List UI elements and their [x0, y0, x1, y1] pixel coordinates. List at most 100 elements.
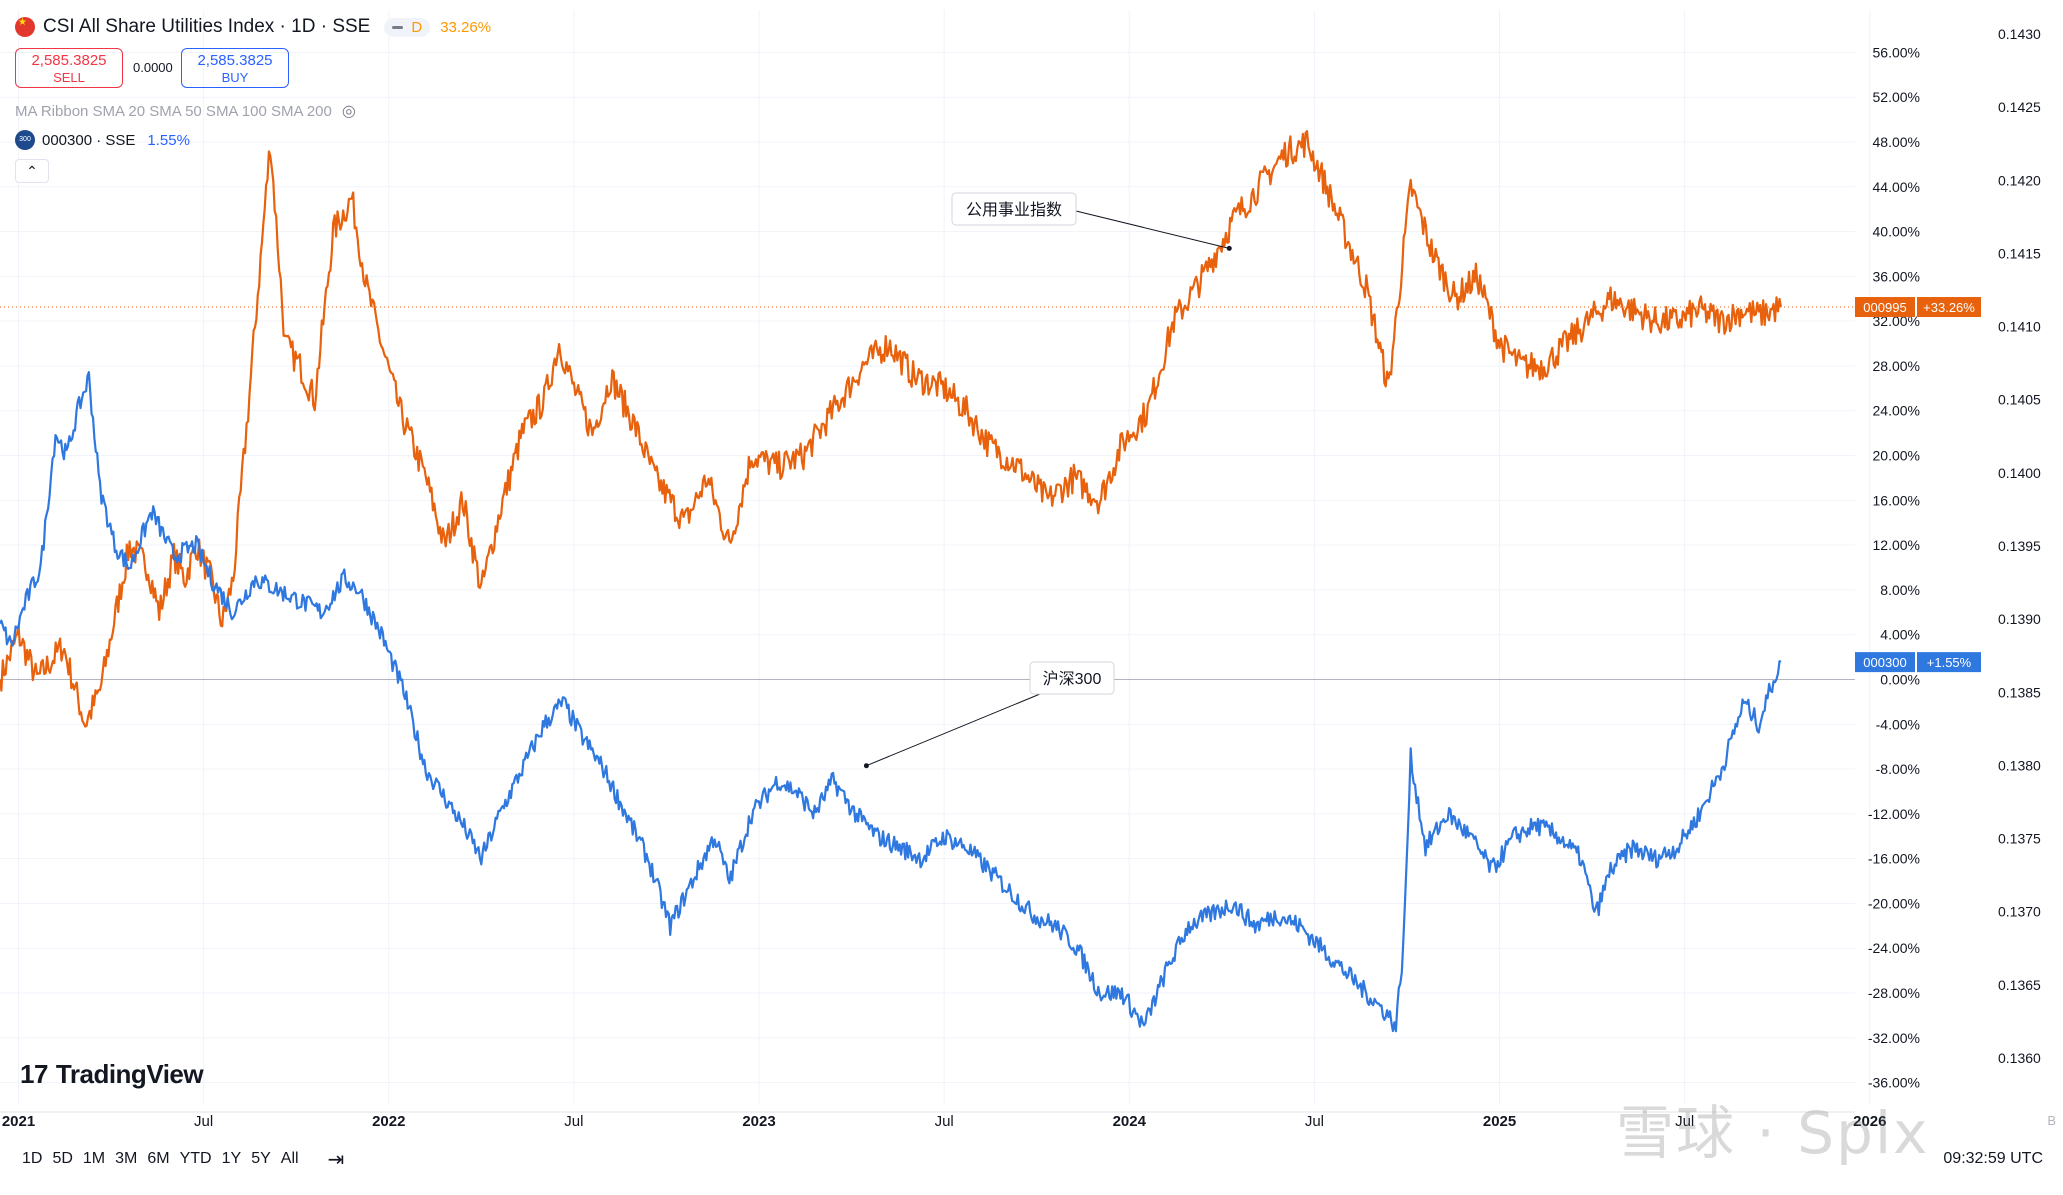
- y-tick-label: -28.00%: [1868, 985, 1920, 1001]
- sell-button[interactable]: 2,585.3825 SELL: [15, 48, 123, 88]
- spread-value: 0.0000: [133, 60, 173, 75]
- x-tick-label: Jul: [1675, 1113, 1694, 1130]
- interval-badge[interactable]: D: [384, 17, 431, 37]
- x-tick-label: 2026: [1853, 1113, 1886, 1130]
- y-axis-percent: 56.00% 52.00% 48.00% 44.00% 40.00% 36.00% 32.0…: [1868, 44, 1920, 1090]
- right-axis-label: 0.1360: [1998, 1050, 2041, 1066]
- last-value-text: +1.55%: [1927, 655, 1972, 670]
- clock-utc[interactable]: 09:32:59 UTC: [1943, 1150, 2043, 1167]
- range-6m[interactable]: 6M: [147, 1150, 170, 1167]
- collapse-legend-button[interactable]: ⌃: [15, 159, 49, 183]
- goto-date-icon[interactable]: ⇥: [327, 1148, 345, 1171]
- last-value-labels: 000995 +33.26% 000300 +1.55%: [1855, 297, 1981, 673]
- callout-utilities: 公用事业指数: [951, 192, 1232, 251]
- callout-anchor-dot: [1226, 245, 1232, 251]
- eye-hidden-icon[interactable]: ◎: [341, 103, 356, 120]
- callout-box: [951, 192, 1077, 226]
- y-tick-label: 20.00%: [1873, 448, 1920, 464]
- last-label-hs300: 000300 +1.55%: [1855, 652, 1981, 673]
- y-tick-label: -36.00%: [1868, 1075, 1920, 1091]
- right-axis-label: 0.1410: [1998, 319, 2041, 335]
- y-tick-label: -24.00%: [1868, 940, 1920, 956]
- callout-hs300: 沪深300: [863, 661, 1115, 769]
- y-tick-label: -4.00%: [1876, 716, 1920, 732]
- range-ytd[interactable]: YTD: [179, 1150, 212, 1167]
- compare-legend[interactable]: 300 000300 · SSE 1.55%: [15, 130, 190, 150]
- callout-box: [1029, 661, 1115, 695]
- range-1d[interactable]: 1D: [22, 1150, 43, 1167]
- y-tick-label: -20.00%: [1868, 895, 1920, 911]
- china-flag-icon: [15, 17, 35, 37]
- x-tick-label: 2021: [2, 1113, 35, 1130]
- range-3m[interactable]: 3M: [115, 1150, 138, 1167]
- x-axis: 2021 Jul 2022 Jul 2023 Jul 2024 Jul 2025 Jul 2026: [2, 1113, 1887, 1130]
- right-axis-label: 0.1395: [1998, 538, 2041, 554]
- x-tick-label: Jul: [194, 1113, 213, 1130]
- indicator-name: MA Ribbon SMA 20 SMA 50 SMA 100 SMA 200: [15, 102, 332, 120]
- symbol-header[interactable]: CSI All Share Utilities Index · 1D · SSE…: [15, 16, 491, 38]
- right-axis-label: 0.1425: [1998, 99, 2041, 115]
- y-tick-label: 32.00%: [1873, 313, 1920, 329]
- compare-symbol: 000300 · SSE: [42, 131, 136, 149]
- y-tick-label: -32.00%: [1868, 1030, 1920, 1046]
- symbol-title[interactable]: CSI All Share Utilities Index · 1D · SSE: [43, 16, 371, 37]
- callout-leader: [866, 693, 1041, 767]
- x-tick-label: Jul: [564, 1113, 583, 1130]
- callout-anchor-dot: [863, 763, 869, 769]
- series-line-utilities: [0, 130, 1782, 728]
- callout-leader: [1075, 210, 1230, 249]
- right-axis-label: 0.1415: [1998, 245, 2041, 261]
- series-line-hs300: [0, 371, 1782, 1033]
- chart-grid: [0, 10, 1871, 1113]
- right-axis-label: 0.1375: [1998, 831, 2041, 847]
- y-tick-label: 36.00%: [1873, 268, 1920, 284]
- right-axis-label: 0.1430: [1998, 26, 2041, 42]
- header-change: 33.26%: [440, 18, 492, 36]
- y-tick-label: 12.00%: [1873, 537, 1920, 553]
- right-axis-label: 0.1390: [1998, 611, 2041, 627]
- right-axis-label: 0.1420: [1998, 172, 2041, 188]
- range-all[interactable]: All: [280, 1150, 299, 1167]
- range-5y[interactable]: 5Y: [251, 1150, 271, 1167]
- indicator-legend[interactable]: MA Ribbon SMA 20 SMA 50 SMA 100 SMA 200 …: [15, 101, 356, 121]
- y-tick-label: -16.00%: [1868, 851, 1920, 867]
- y-axis-right: 0.1430 0.1425 0.1420 0.1415 0.1410 0.1405 0.14…: [1998, 26, 2056, 1128]
- tradingview-logo[interactable]: 17 TradingView: [20, 1059, 204, 1090]
- right-axis-label: 0.1400: [1998, 465, 2041, 481]
- x-tick-label: Jul: [935, 1113, 954, 1130]
- callout-text: 沪深300: [1043, 670, 1102, 688]
- range-1m[interactable]: 1M: [82, 1150, 106, 1167]
- y-tick-label: 56.00%: [1873, 44, 1920, 60]
- last-value-text: +33.26%: [1923, 300, 1975, 315]
- last-symbol-box: [1855, 652, 1915, 673]
- sell-label: SELL: [53, 70, 85, 85]
- last-value-box: [1917, 652, 1981, 673]
- range-toolbar: 1D 5D 1M 3M 6M YTD 1Y 5Y All ⇥: [0, 1138, 2063, 1180]
- last-label-utilities: 000995 +33.26%: [1855, 297, 1981, 318]
- y-tick-label: 0.00%: [1880, 671, 1920, 687]
- xueqiu-watermark: 雪球 · Splx: [1616, 1099, 1930, 1167]
- y-tick-label: 28.00%: [1873, 358, 1920, 374]
- y-tick-label: 48.00%: [1873, 134, 1920, 150]
- right-axis-label: 0.1380: [1998, 757, 2041, 773]
- range-5d[interactable]: 5D: [52, 1150, 73, 1167]
- buy-price: 2,585.3825: [197, 52, 273, 69]
- range-1y[interactable]: 1Y: [221, 1150, 242, 1167]
- y-tick-label: 8.00%: [1880, 582, 1920, 598]
- last-value-box: [1917, 297, 1981, 318]
- compare-symbol-icon: 300: [15, 130, 35, 150]
- y-tick-label: -8.00%: [1876, 761, 1920, 777]
- last-symbol-text: 000300: [1863, 655, 1906, 670]
- y-tick-label: 24.00%: [1873, 403, 1920, 419]
- callout-text: 公用事业指数: [966, 201, 1062, 219]
- tradingview-mark-icon: 17: [20, 1059, 48, 1089]
- y-tick-label: 16.00%: [1873, 492, 1920, 508]
- buy-button[interactable]: 2,585.3825 BUY: [181, 48, 289, 88]
- y-tick-label: 4.00%: [1880, 627, 1920, 643]
- interval-badge-label: D: [411, 18, 423, 36]
- right-axis-label: 0.1385: [1998, 684, 2041, 700]
- series-layer: [0, 130, 1782, 1033]
